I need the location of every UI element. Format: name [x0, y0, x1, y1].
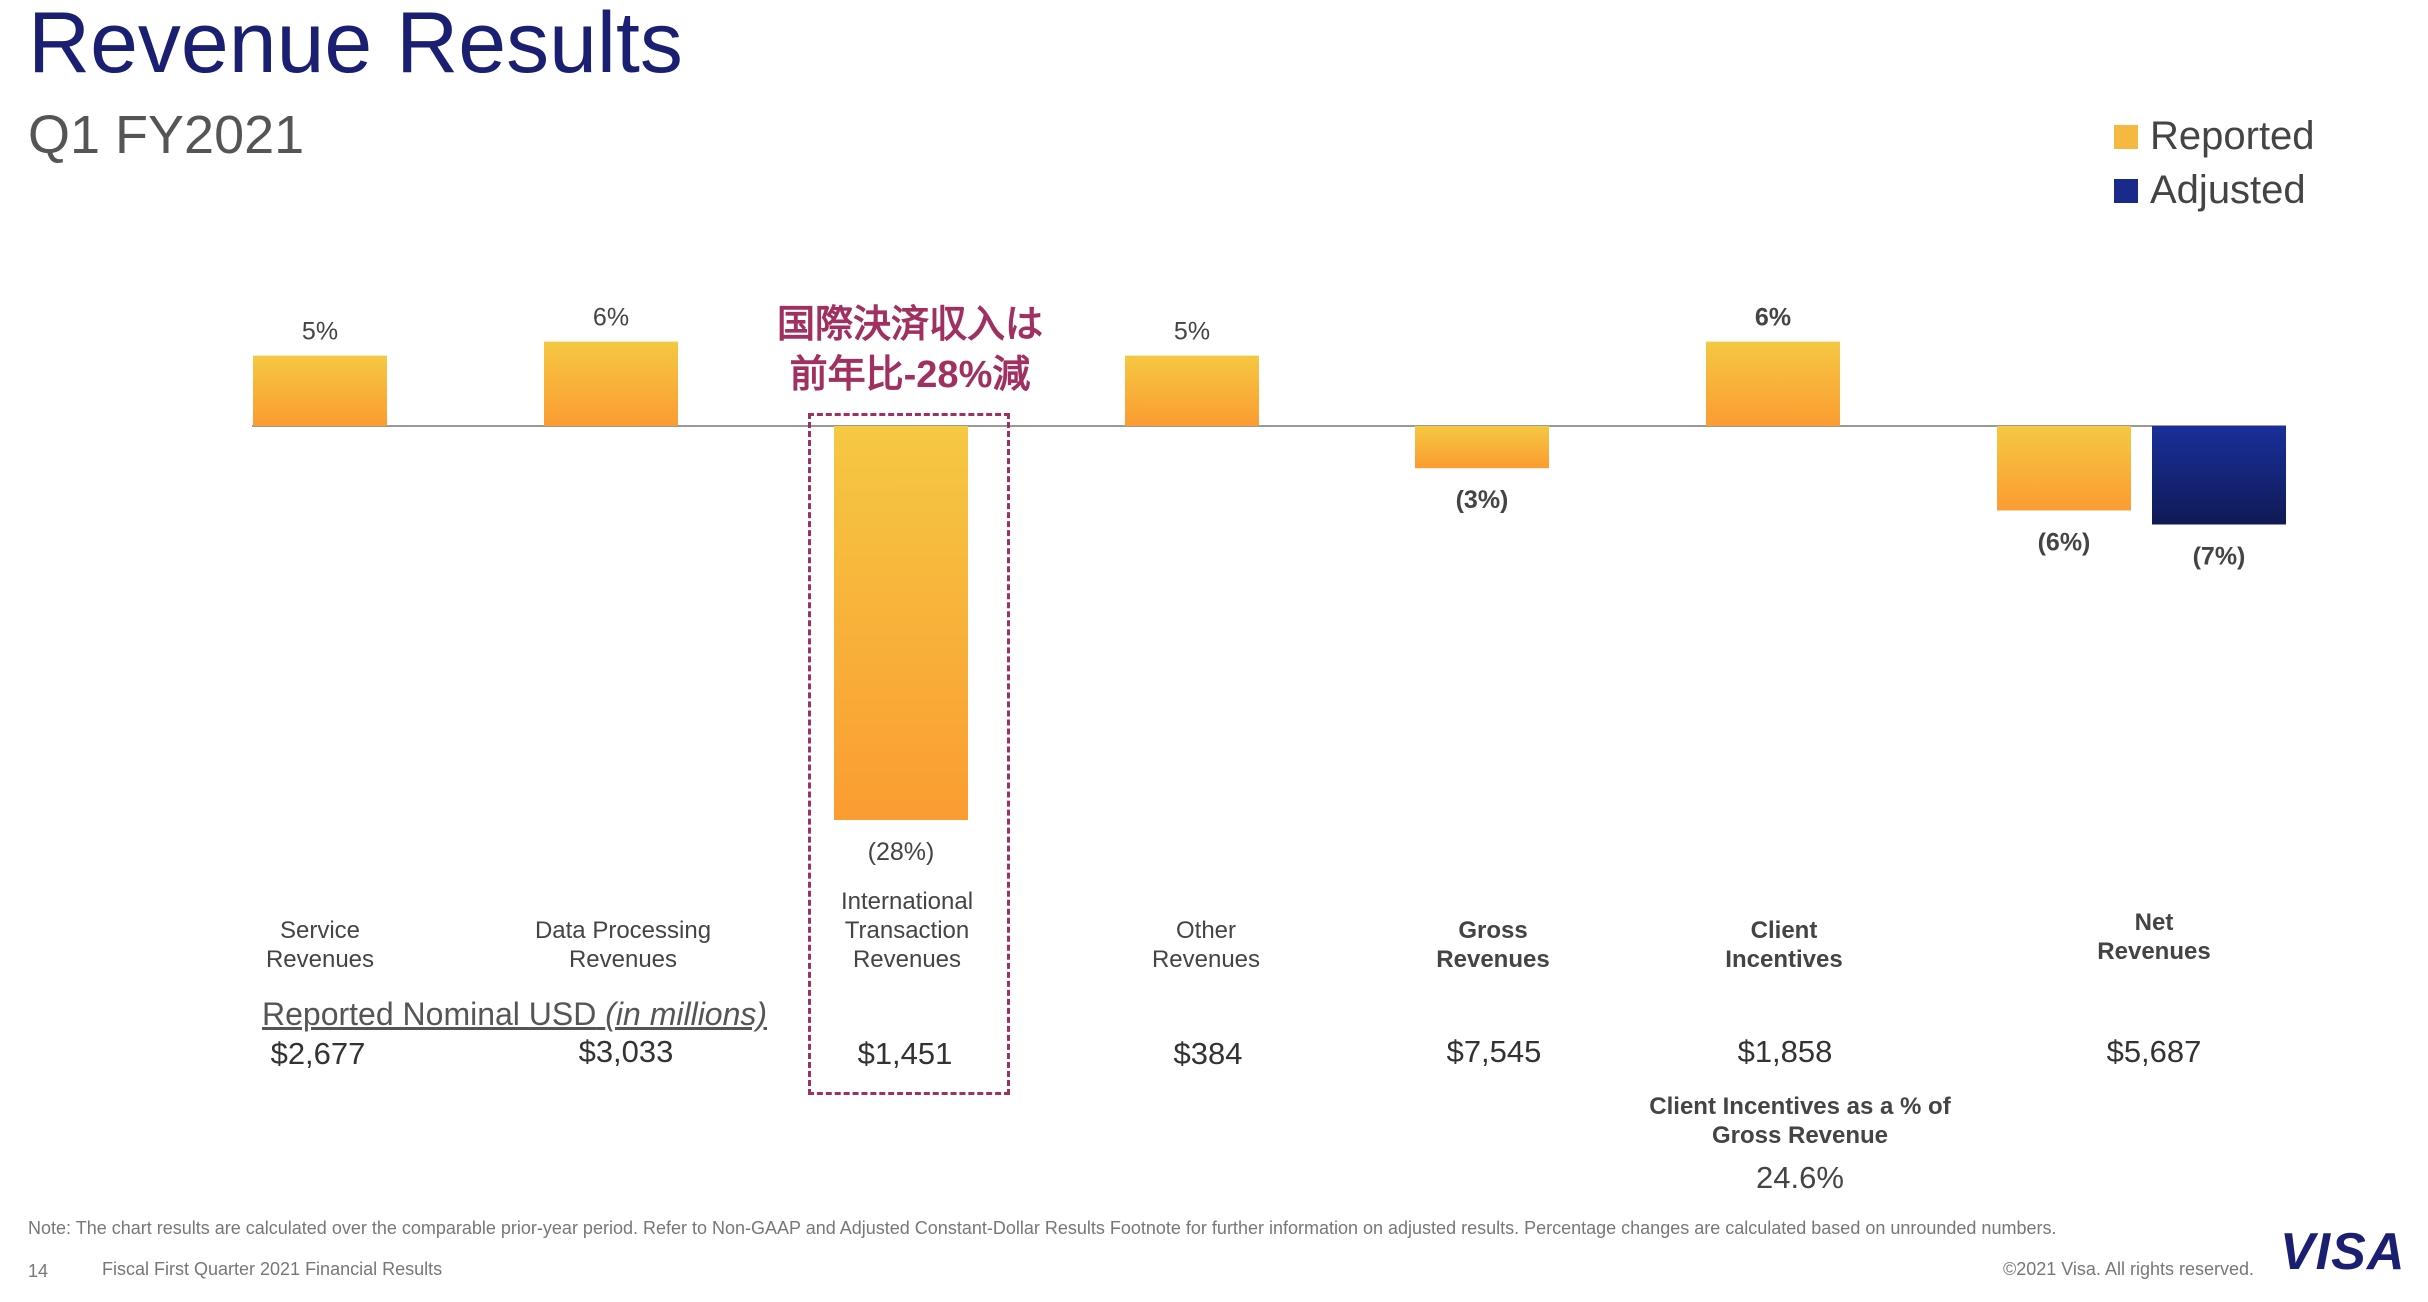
category-label-line: Revenues — [1151, 946, 1261, 973]
copyright: ©2021 Visa. All rights reserved. — [2002, 1259, 2254, 1279]
bar-adjusted-net-revenues — [2152, 426, 2286, 525]
legend-swatch-reported — [2114, 124, 2138, 149]
amount-international-transaction-revenues: $1,451 — [857, 1036, 953, 1071]
category-label-line: Revenues — [265, 946, 375, 973]
reported-nominal-main: Reported Nominal USD — [262, 996, 597, 1032]
data-label-reported-net-revenues: (6%) — [2038, 528, 2091, 556]
legend-swatch-adjusted — [2114, 178, 2138, 203]
category-label-line: Revenues — [568, 946, 678, 973]
amount-service-revenues: $2,677 — [270, 1036, 366, 1071]
amount-gross-revenues: $7,545 — [1446, 1034, 1542, 1069]
category-label-line: International — [840, 888, 974, 915]
category-label-gross-revenues: Gross Revenues — [1343, 916, 1643, 974]
bar-reported-service-revenues — [253, 355, 387, 426]
category-label-line: Net — [2134, 909, 2174, 936]
footer-title: Fiscal First Quarter 2021 Financial Resu… — [102, 1259, 443, 1279]
category-label-line: Incentives — [1725, 946, 1843, 973]
category-label-line: Service — [279, 917, 361, 944]
legend-label-reported: Reported — [2150, 114, 2315, 158]
page-title: Revenue Results — [28, 0, 683, 91]
client-incentives-pct-label-line-2: Gross Revenue — [1711, 1122, 1889, 1149]
client-incentives-pct-value: 24.6% — [1756, 1160, 1844, 1195]
annotation-line-1: 国際決済収入は — [776, 304, 1043, 346]
category-label-line: Revenues — [1436, 946, 1550, 973]
data-label-reported-gross-revenues: (3%) — [1456, 486, 1509, 514]
amount-client-incentives: $1,858 — [1737, 1034, 1833, 1069]
highlight-box-international — [808, 413, 1010, 1095]
data-label-reported-other-revenues: 5% — [1174, 318, 1210, 346]
category-label-data-processing-revenues: Data Processing Revenues — [473, 916, 773, 974]
data-label-reported-international-transaction-revenues: (28%) — [868, 838, 935, 866]
data-label-adjusted-net-revenues: (7%) — [2193, 543, 2246, 571]
bar-reported-data-processing-revenues — [544, 341, 678, 426]
data-label-reported-client-incentives: 6% — [1755, 304, 1791, 332]
legend-label-adjusted: Adjusted — [2150, 168, 2306, 212]
category-label-service-revenues: Service Revenues — [170, 916, 470, 974]
legend-item-adjusted: Adjusted — [2114, 168, 2306, 213]
category-label-line: Gross — [1458, 917, 1528, 944]
category-label-line: Revenues — [852, 946, 962, 973]
footnote: Note: The chart results are calculated o… — [28, 1218, 2057, 1238]
annotation-line-2: 前年比-28%減 — [789, 354, 1031, 396]
visa-logo: VISA — [2280, 1223, 2406, 1281]
page-subtitle: Q1 FY2021 — [28, 105, 305, 165]
data-label-reported-service-revenues: 5% — [302, 318, 338, 346]
bar-reported-international-transaction-revenues — [834, 426, 968, 820]
data-label-reported-data-processing-revenues: 6% — [593, 304, 629, 332]
amount-other-revenues: $384 — [1173, 1036, 1243, 1071]
annotation-callout: 国際決済収入は 前年比-28%減 — [730, 300, 1090, 400]
category-label-line: Revenues — [2097, 938, 2211, 965]
bar-reported-net-revenues — [1997, 426, 2131, 511]
page-number: 14 — [28, 1261, 49, 1281]
category-label-line: Data Processing — [534, 917, 712, 944]
client-incentives-pct-label-line-1: Client Incentives as a % of — [1649, 1093, 1951, 1120]
client-incentives-pct-label: Client Incentives as a % of Gross Revenu… — [1600, 1092, 2000, 1150]
legend-item-reported: Reported — [2114, 114, 2315, 159]
category-label-line: Transaction — [844, 917, 970, 944]
category-label-client-incentives: Client Incentives — [1634, 916, 1934, 974]
category-label-other-revenues: Other Revenues — [1056, 916, 1356, 974]
category-label-line: Other — [1175, 917, 1237, 944]
bar-reported-other-revenues — [1125, 355, 1259, 426]
reported-nominal-label: Reported Nominal USD (in millions) — [262, 996, 767, 1033]
bar-reported-client-incentives — [1706, 341, 1840, 426]
category-label-line: Client — [1750, 917, 1818, 944]
bar-reported-gross-revenues — [1415, 426, 1549, 469]
amount-data-processing-revenues: $3,033 — [578, 1034, 674, 1069]
reported-nominal-unit: (in millions) — [605, 996, 768, 1032]
amount-net-revenues: $5,687 — [2106, 1034, 2202, 1069]
category-label-international-transaction-revenues: International Transaction Revenues — [757, 887, 1057, 974]
category-label-net-revenues: Net Revenues — [2004, 908, 2304, 966]
